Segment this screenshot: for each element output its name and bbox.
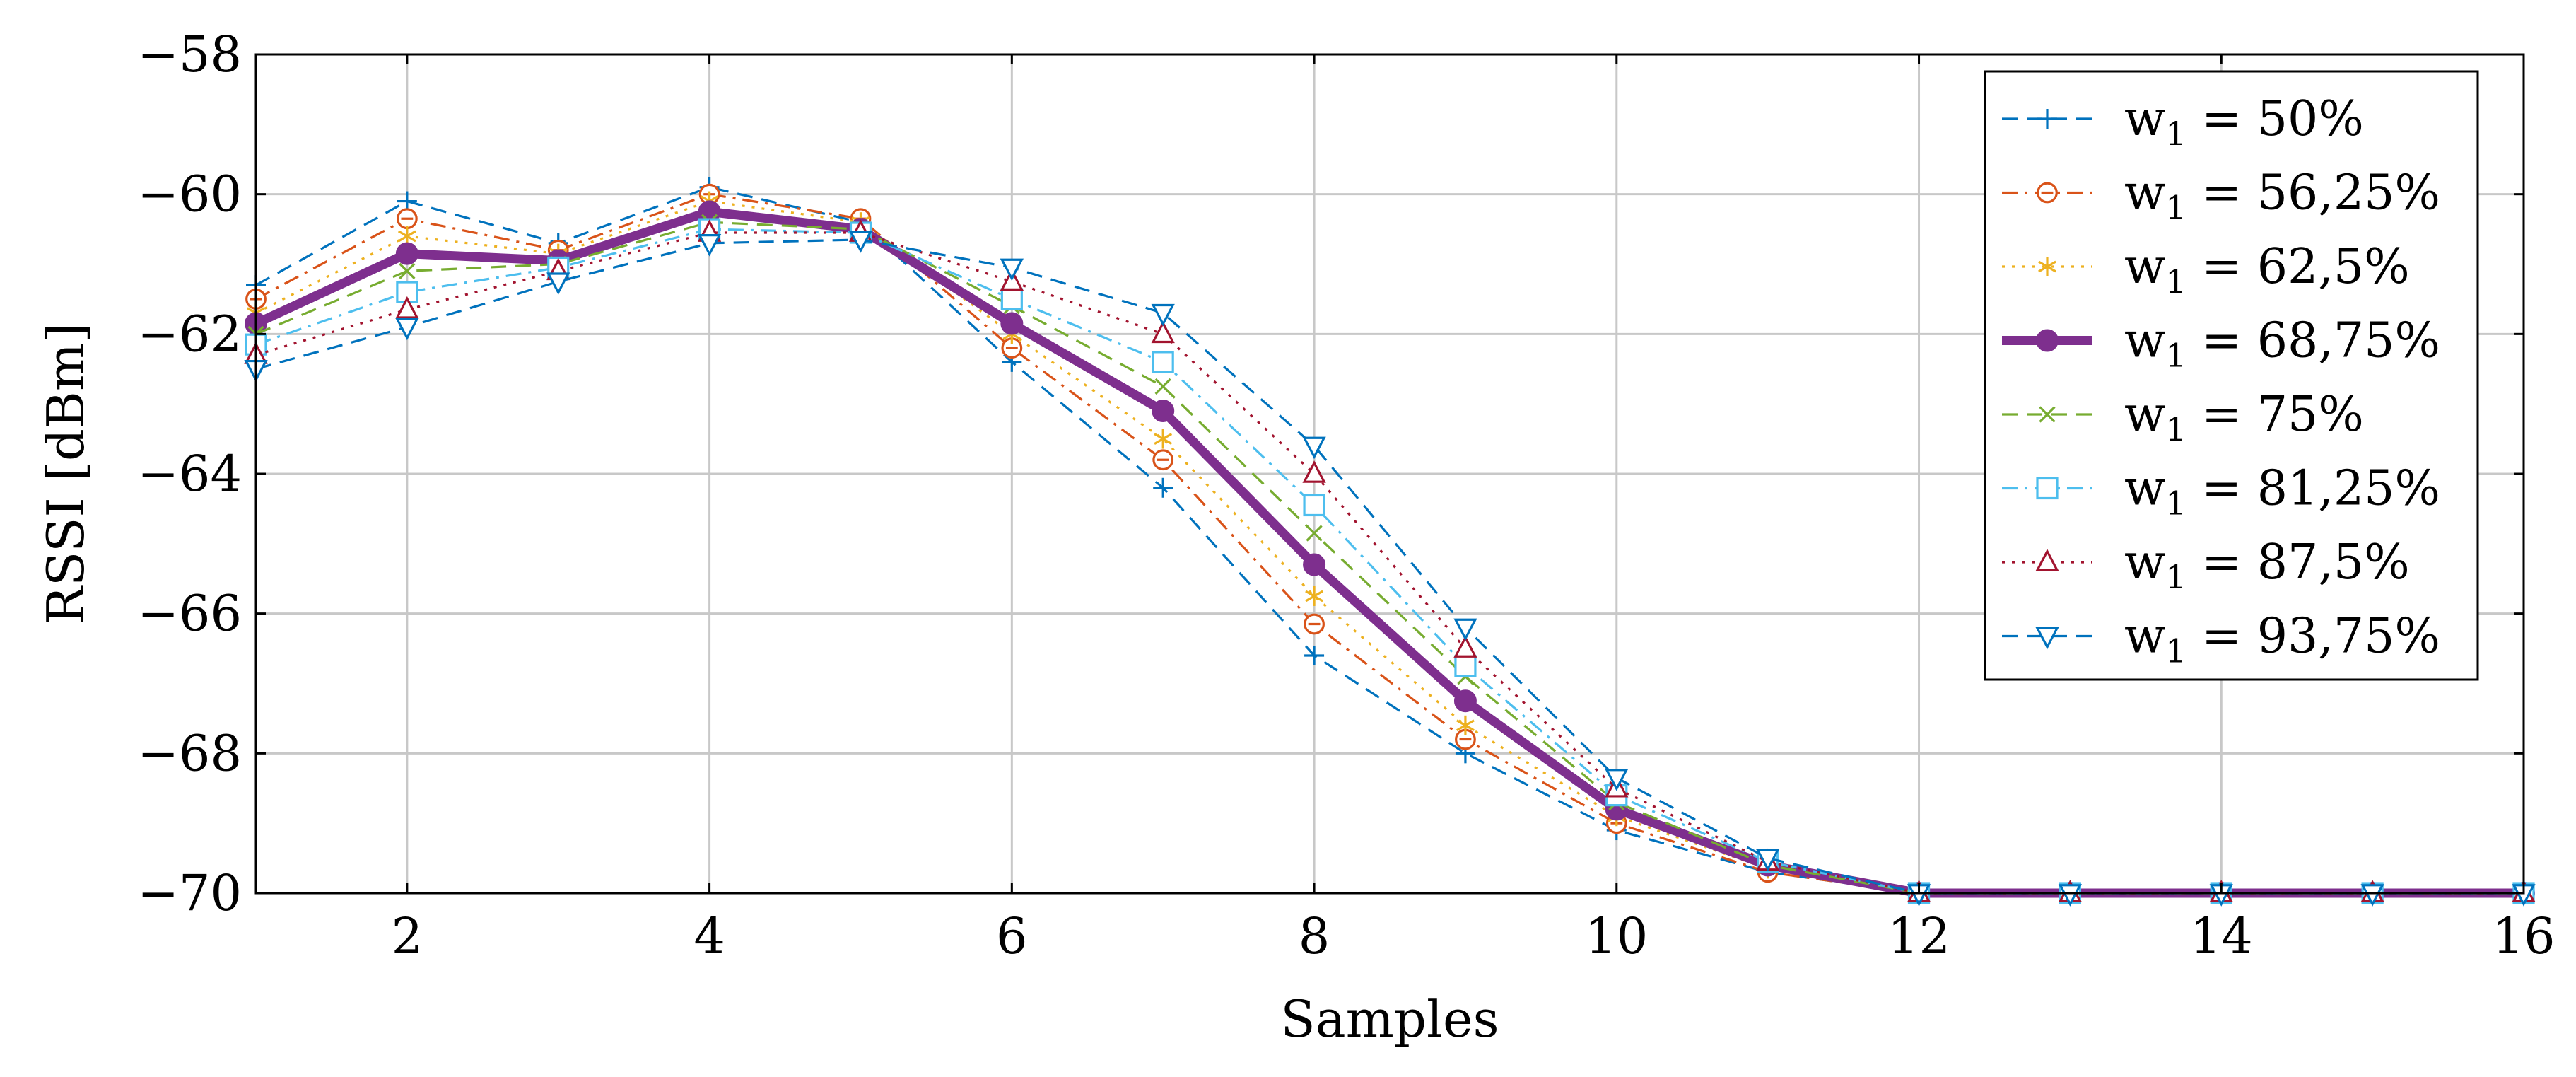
data-point [1154, 378, 1171, 395]
legend-label: w1 = 56,25% [2124, 165, 2440, 227]
data-point [1151, 303, 1175, 327]
data-point [1303, 553, 1326, 576]
data-point [1153, 477, 1173, 498]
legend-entry: w1 = 62,5% [2002, 239, 2410, 301]
data-point [1453, 689, 1477, 713]
legend-marker [2036, 477, 2059, 500]
data-point [1302, 460, 1326, 483]
data-point [1302, 436, 1326, 460]
x-tick-label: 6 [996, 907, 1028, 965]
legend-label: w1 = 62,5% [2124, 239, 2410, 301]
y-tick-label: −58 [137, 25, 242, 83]
data-point [1000, 288, 1023, 310]
legend-label: w1 = 68,75% [2124, 313, 2440, 375]
data-point [1000, 258, 1024, 281]
legend-marker [2036, 329, 2059, 352]
y-tick-label: −66 [137, 585, 242, 643]
data-point [399, 262, 416, 280]
legend-entry: w1 = 68,75% [2002, 313, 2440, 375]
axis-ticks: 2 4 6 8 10 12 14 16 −70 −68 −66 −64 −62 −60 −58 [137, 25, 2555, 965]
data-point [2058, 884, 2083, 907]
y-tick-label: −68 [137, 724, 242, 782]
legend-entry: w1 = 93,75% [2002, 609, 2440, 670]
data-point [1151, 320, 1175, 344]
data-point [395, 296, 419, 319]
x-tick-label: 14 [2190, 907, 2253, 965]
legend-label: w1 = 81,25% [2124, 461, 2440, 523]
data-point [697, 234, 722, 257]
data-point [395, 242, 418, 265]
data-point [1453, 618, 1477, 641]
y-tick-label: −60 [137, 165, 242, 223]
x-axis-label: Samples [1280, 989, 1499, 1049]
x-tick-label: 2 [392, 907, 423, 965]
legend-entry: w1 = 50% [2002, 91, 2364, 153]
y-tick-label: −70 [137, 864, 242, 922]
data-point [397, 191, 417, 211]
legend-label: w1 = 87,5% [2124, 535, 2410, 596]
data-point [1000, 312, 1024, 335]
data-point [396, 208, 418, 230]
data-point [1303, 494, 1325, 517]
data-point [546, 272, 570, 296]
data-point [1756, 849, 1780, 872]
data-point [1152, 449, 1174, 471]
legend-label: w1 = 75% [2124, 387, 2364, 448]
legend-entry: w1 = 56,25% [2002, 165, 2440, 227]
legend-marker [2038, 257, 2056, 276]
data-point [1453, 635, 1477, 658]
legend-entry: w1 = 75% [2002, 387, 2364, 448]
data-point [1154, 429, 1173, 449]
data-point [848, 231, 873, 253]
data-point [1605, 769, 1629, 791]
x-tick-label: 10 [1585, 907, 1648, 965]
data-point [1152, 400, 1175, 423]
data-point [1454, 655, 1477, 677]
data-point [1305, 586, 1323, 606]
data-point [1306, 525, 1323, 542]
legend-marker [2037, 182, 2058, 204]
data-point [1456, 715, 1475, 735]
legend-entry: w1 = 81,25% [2002, 461, 2440, 523]
x-tick-label: 4 [693, 907, 725, 965]
legend-label: w1 = 50% [2124, 91, 2364, 153]
y-tick-label: −62 [137, 305, 242, 363]
x-tick-label: 12 [1887, 907, 1950, 965]
legend-marker [2037, 109, 2057, 129]
x-tick-label: 16 [2492, 907, 2555, 965]
data-point [1152, 351, 1174, 373]
y-axis-label: RSSI [dBm] [36, 323, 95, 624]
data-point [395, 318, 419, 341]
x-tick-label: 8 [1299, 907, 1330, 965]
legend-box [1984, 70, 2479, 681]
legend-marker [2035, 549, 2059, 571]
data-point [1304, 645, 1325, 665]
data-point [2360, 884, 2384, 907]
legend-label: w1 = 93,75% [2124, 609, 2440, 670]
legend-marker [2039, 406, 2056, 423]
data-point [1304, 613, 1325, 635]
legend-entry: w1 = 87,5% [2002, 535, 2410, 596]
legend-marker [2035, 627, 2059, 650]
legend: w1 = 50% w1 = 56,25% w1 = 62,5% w1 = 68,75%… [1984, 70, 2479, 681]
y-tick-label: −64 [137, 445, 242, 503]
